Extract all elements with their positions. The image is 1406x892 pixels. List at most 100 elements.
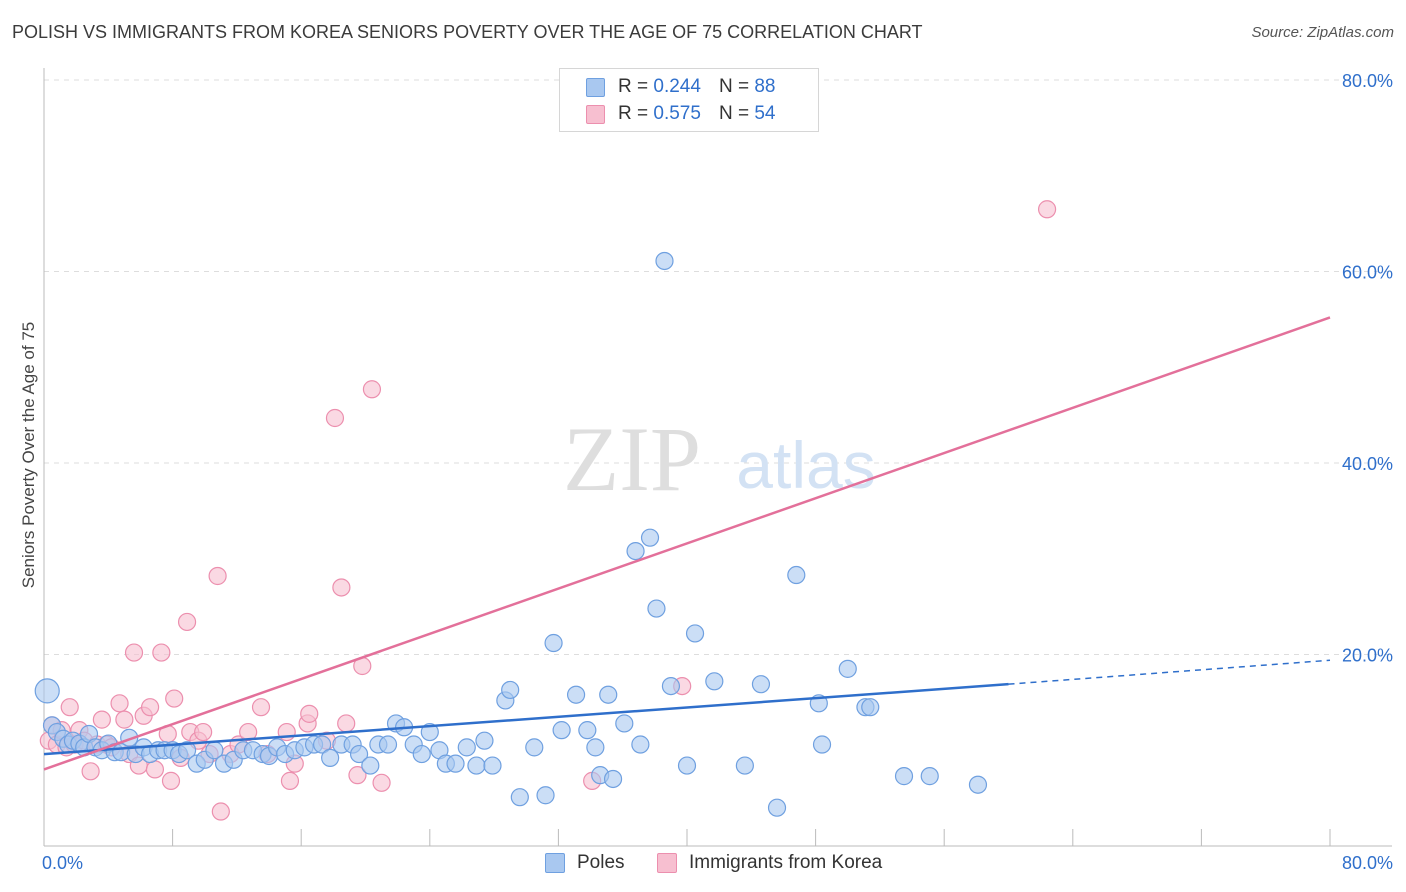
point-poles (566, 685, 586, 704)
point-poles (467, 756, 486, 775)
point-poles (968, 775, 988, 794)
y-tick-label: 60.0% (1342, 263, 1393, 283)
gridlines (44, 79, 1392, 655)
legend-n-label: N = (718, 103, 750, 124)
series-legend-label-poles: Poles (577, 852, 625, 873)
chart-title: POLISH VS IMMIGRANTS FROM KOREA SENIORS … (12, 22, 923, 42)
point-korea (60, 698, 79, 717)
point-korea (145, 760, 165, 779)
point-poles (894, 767, 914, 786)
point-korea (177, 612, 197, 632)
point-poles (677, 756, 697, 775)
point-korea (1037, 200, 1057, 219)
point-korea (348, 766, 367, 785)
legend-r-value-poles: 0.244 (653, 76, 701, 97)
point-poles (655, 251, 674, 271)
point-poles (586, 738, 605, 757)
point-poles (751, 675, 771, 694)
watermark: ZIP atlas (563, 408, 876, 510)
point-korea (362, 380, 382, 399)
point-korea (337, 714, 356, 733)
y-tick-label: 20.0% (1342, 646, 1393, 666)
legend-swatch-poles (586, 77, 605, 97)
point-poles (501, 680, 520, 700)
point-korea (372, 773, 391, 792)
point-poles (510, 788, 529, 807)
x-tick-label: 0.0% (42, 853, 83, 873)
point-poles (378, 735, 398, 754)
legend-r-label: R = (618, 76, 649, 97)
point-korea (239, 722, 258, 742)
point-poles (321, 748, 340, 768)
point-poles (767, 798, 787, 817)
point-poles (685, 624, 705, 643)
point-poles (861, 698, 880, 717)
trend-line-poles-extension (1008, 659, 1331, 685)
point-korea (300, 704, 319, 723)
point-korea (115, 710, 134, 729)
point-korea (325, 408, 345, 428)
point-poles (615, 714, 634, 733)
point-poles (544, 633, 563, 653)
point-poles (412, 744, 431, 764)
point-poles (603, 769, 623, 789)
point-poles (34, 678, 60, 704)
point-poles (838, 659, 857, 678)
point-poles (647, 599, 666, 618)
series-legend: Poles Immigrants from Korea (0, 852, 1406, 878)
source-label: Source: ZipAtlas.com (1251, 24, 1394, 41)
watermark-atlas: atlas (736, 428, 875, 502)
point-poles (525, 738, 544, 757)
trend-line-korea (43, 316, 1331, 771)
point-poles (312, 735, 332, 754)
point-korea (208, 566, 227, 586)
point-poles (626, 541, 645, 561)
y-axis-label: Seniors Poverty Over the Age of 75 (19, 322, 38, 588)
point-korea (92, 710, 111, 729)
point-poles (536, 786, 555, 805)
point-korea (161, 771, 181, 790)
point-poles (735, 756, 754, 775)
legend-r-value-korea: 0.575 (653, 103, 701, 124)
point-poles (552, 721, 571, 740)
point-poles (578, 721, 597, 740)
point-korea (110, 694, 129, 713)
legend-n-value-poles: 88 (754, 76, 776, 97)
point-korea (140, 698, 160, 717)
legend-n-value-korea: 54 (754, 103, 776, 124)
point-korea (211, 802, 230, 821)
point-poles (177, 741, 197, 760)
point-poles (420, 722, 439, 742)
point-poles (661, 676, 681, 696)
point-poles (599, 685, 618, 704)
point-poles (349, 744, 369, 764)
watermark-zip: ZIP (563, 408, 701, 510)
point-poles (812, 735, 832, 754)
series-swatch-korea (657, 853, 677, 873)
trend-lines (43, 316, 1331, 771)
series-swatch-poles (545, 853, 565, 873)
x-tick-label: 80.0% (1342, 853, 1393, 873)
series-legend-label-korea: Immigrants from Korea (689, 852, 883, 873)
point-korea (124, 643, 144, 662)
y-tick-label: 80.0% (1342, 71, 1393, 91)
legend-row-poles: R = 0.244 N = 88 (586, 74, 775, 100)
point-poles (705, 672, 724, 691)
point-poles (920, 767, 939, 786)
point-korea (332, 578, 351, 597)
axes (43, 68, 1392, 847)
legend-swatch-korea (586, 104, 605, 124)
legend: R = 0.244 N = 88 R = 0.575 N = 54 (559, 68, 819, 132)
legend-n-label: N = (718, 76, 750, 97)
point-poles (457, 738, 476, 757)
point-korea (251, 698, 271, 717)
point-poles (787, 565, 806, 585)
point-korea (152, 643, 171, 662)
series-legend-poles: Poles (545, 852, 625, 874)
legend-row-korea: R = 0.575 N = 54 (586, 101, 775, 127)
point-poles (446, 754, 465, 773)
data-points (34, 200, 1057, 821)
point-poles (483, 756, 502, 775)
point-korea (280, 771, 300, 790)
